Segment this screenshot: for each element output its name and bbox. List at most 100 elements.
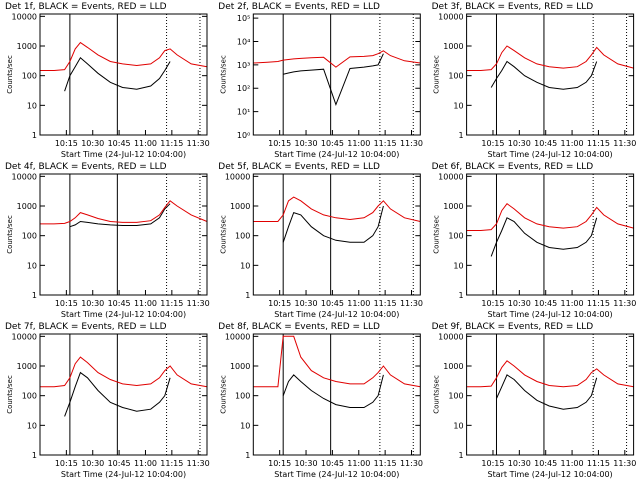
- series-line: [466, 45, 634, 71]
- y-tick-label: 10: [27, 101, 37, 110]
- y-tick-label: 10⁴: [237, 37, 250, 46]
- x-tick-label: 10:15: [268, 299, 291, 308]
- y-tick-label: 10: [240, 261, 250, 270]
- y-axis-label: Counts/sec: [6, 215, 14, 254]
- x-tick-label: 11:00: [347, 299, 370, 308]
- y-tick-label: 10000: [12, 172, 37, 181]
- x-axis-label: Start Time (24-Jul-12 10:04:00): [61, 310, 186, 319]
- y-axis-label: Counts/sec: [433, 215, 441, 254]
- x-tick-label: 11:30: [187, 459, 210, 468]
- y-tick-label: 10: [27, 261, 37, 270]
- x-tick-label: 11:00: [347, 139, 370, 148]
- y-axis-label: Counts/sec: [219, 375, 227, 414]
- x-tick-label: 10:30: [295, 139, 318, 148]
- y-tick-label: 1: [32, 131, 37, 140]
- plot-frame: [252, 13, 421, 136]
- x-tick-label: 11:30: [400, 139, 423, 148]
- y-tick-label: 100: [448, 232, 463, 241]
- series-line: [40, 356, 208, 388]
- x-tick-label: 10:45: [321, 139, 344, 148]
- chart-title: Det 1f, BLACK = Events, RED = LLD: [5, 2, 167, 12]
- x-tick-label: 10:45: [108, 139, 131, 148]
- x-tick-label: 11:15: [587, 139, 610, 148]
- chart-title: Det 8f, BLACK = Events, RED = LLD: [218, 322, 380, 332]
- series-line: [253, 50, 421, 68]
- plot-frame: [466, 173, 635, 296]
- plot-frame: [252, 333, 421, 456]
- y-tick-label: 10000: [12, 12, 37, 21]
- x-tick-label: 11:15: [374, 299, 397, 308]
- panel: Det 8f, BLACK = Events, RED = LLD Counts/…: [218, 322, 423, 479]
- panel: Det 7f, BLACK = Events, RED = LLD Counts/…: [5, 322, 210, 479]
- y-tick-label: 10000: [438, 332, 463, 341]
- y-tick-label: 100: [22, 72, 37, 81]
- x-tick-label: 10:30: [295, 299, 318, 308]
- y-axis-label: Counts/sec: [433, 375, 441, 414]
- y-tick-label: 1: [245, 291, 250, 300]
- y-tick-label: 10³: [237, 61, 250, 70]
- x-tick-label: 10:15: [268, 139, 291, 148]
- y-tick-label: 100: [22, 392, 37, 401]
- x-tick-label: 11:15: [587, 459, 610, 468]
- x-axis-label: Start Time (24-Jul-12 10:04:00): [488, 150, 613, 159]
- panel: Det 4f, BLACK = Events, RED = LLD Counts/…: [5, 162, 210, 319]
- plot-frame: [466, 333, 635, 456]
- series-line: [253, 335, 421, 388]
- y-tick-label: 10: [240, 421, 250, 430]
- x-axis-label: Start Time (24-Jul-12 10:04:00): [488, 310, 613, 319]
- series-line: [466, 203, 634, 231]
- x-tick-label: 10:30: [508, 459, 531, 468]
- y-tick-label: 10¹: [237, 108, 250, 117]
- x-tick-label: 10:15: [481, 299, 504, 308]
- panel: Det 1f, BLACK = Events, RED = LLD Counts/…: [5, 2, 210, 159]
- y-tick-label: 100: [235, 392, 250, 401]
- x-tick-label: 11:15: [160, 139, 183, 148]
- y-tick-label: 100: [22, 232, 37, 241]
- series-line: [253, 196, 421, 222]
- chart-title: Det 6f, BLACK = Events, RED = LLD: [432, 162, 594, 172]
- x-tick-label: 11:15: [160, 459, 183, 468]
- x-tick-label: 11:15: [587, 299, 610, 308]
- y-tick-label: 10⁰: [237, 131, 250, 140]
- x-tick-label: 11:30: [400, 459, 423, 468]
- y-axis-label: Counts/sec: [219, 55, 227, 94]
- x-tick-label: 10:15: [55, 139, 78, 148]
- x-tick-label: 10:30: [295, 459, 318, 468]
- x-tick-label: 11:15: [374, 459, 397, 468]
- x-tick-label: 10:45: [108, 459, 131, 468]
- y-tick-label: 1: [459, 451, 464, 460]
- x-tick-label: 10:15: [481, 459, 504, 468]
- y-tick-label: 10⁵: [237, 14, 250, 23]
- plot-frame: [466, 13, 635, 136]
- y-tick-label: 1000: [230, 362, 250, 371]
- y-tick-label: 1: [32, 291, 37, 300]
- y-axis-label: Counts/sec: [6, 55, 14, 94]
- x-tick-label: 10:45: [321, 459, 344, 468]
- x-tick-label: 11:00: [134, 459, 157, 468]
- x-tick-label: 11:00: [561, 459, 584, 468]
- y-axis-label: Counts/sec: [219, 215, 227, 254]
- y-tick-label: 10000: [12, 332, 37, 341]
- x-tick-label: 10:15: [55, 459, 78, 468]
- y-tick-label: 10²: [237, 84, 250, 93]
- series-line: [282, 374, 384, 408]
- x-tick-label: 10:45: [534, 459, 557, 468]
- x-tick-label: 10:15: [268, 459, 291, 468]
- panel: Det 3f, BLACK = Events, RED = LLD Counts/…: [432, 2, 637, 159]
- x-axis-label: Start Time (24-Jul-12 10:04:00): [274, 470, 399, 479]
- y-tick-label: 1: [459, 291, 464, 300]
- x-tick-label: 10:30: [508, 299, 531, 308]
- series-line: [496, 374, 598, 410]
- series-line: [64, 371, 171, 417]
- y-tick-label: 100: [235, 232, 250, 241]
- x-tick-label: 10:30: [81, 459, 104, 468]
- x-tick-label: 10:45: [108, 299, 131, 308]
- x-tick-label: 11:00: [561, 139, 584, 148]
- chart-title: Det 7f, BLACK = Events, RED = LLD: [5, 322, 167, 332]
- y-tick-label: 10000: [225, 172, 250, 181]
- y-tick-label: 1: [32, 451, 37, 460]
- y-tick-label: 1000: [230, 202, 250, 211]
- x-tick-label: 11:00: [134, 139, 157, 148]
- y-tick-label: 10: [27, 421, 37, 430]
